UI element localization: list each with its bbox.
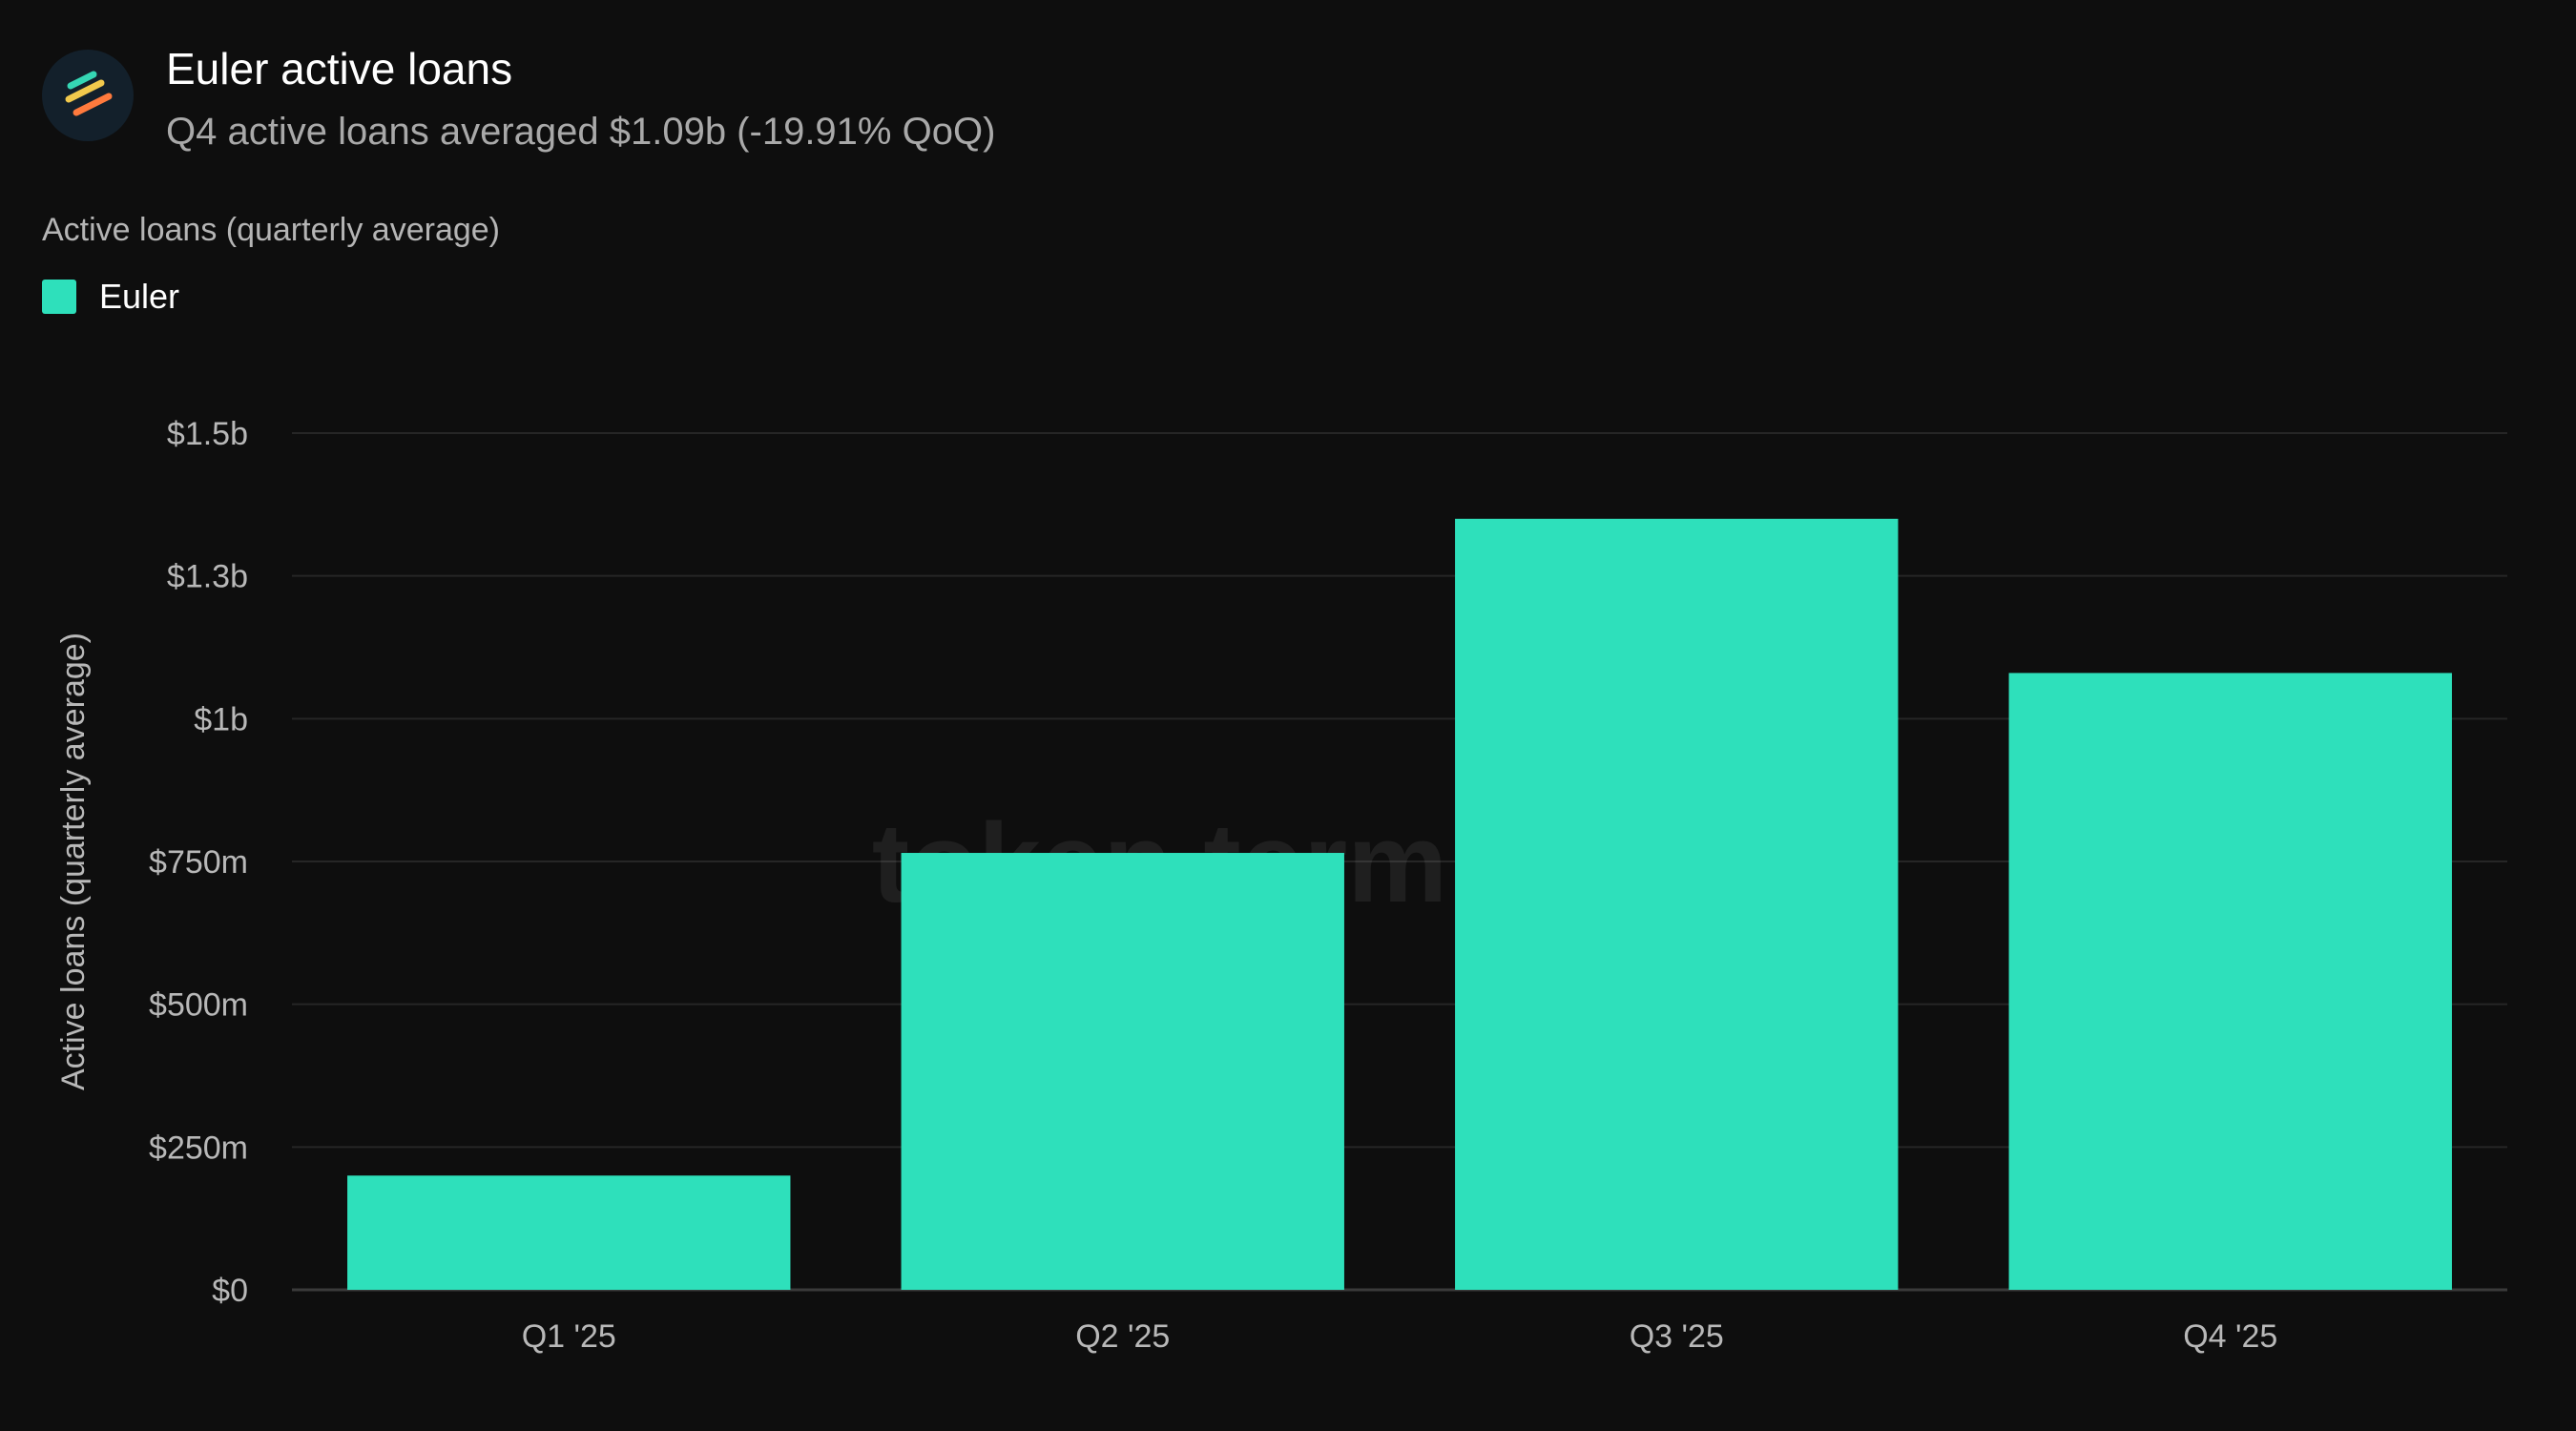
y-tick-label: $1.5b xyxy=(167,416,248,452)
y-tick-label: $500m xyxy=(149,987,248,1024)
y-tick-label: $1b xyxy=(194,701,248,737)
euler-logo-icon xyxy=(42,50,134,141)
bar-q4-25[interactable] xyxy=(2008,673,2452,1290)
y-tick-label: $250m xyxy=(149,1130,248,1166)
x-tick-label: Q4 '25 xyxy=(2183,1318,2277,1355)
legend-swatch-euler xyxy=(42,280,76,314)
chart-metric-label: Active loans (quarterly average) xyxy=(42,212,501,248)
y-tick-label: $0 xyxy=(212,1273,248,1309)
x-tick-label: Q2 '25 xyxy=(1075,1318,1170,1355)
y-axis-label: Active loans (quarterly average) xyxy=(55,633,92,1090)
bar-q3-25[interactable] xyxy=(1455,518,1899,1290)
bars xyxy=(347,518,2452,1290)
legend-label-euler: Euler xyxy=(99,277,180,316)
legend: Euler xyxy=(42,277,179,317)
chart-title: Euler active loans xyxy=(166,44,513,93)
x-tick-label: Q3 '25 xyxy=(1630,1318,1724,1355)
chart-subtitle: Q4 active loans averaged $1.09b (-19.91%… xyxy=(166,111,996,153)
x-tick-labels: Q1 '25 Q2 '25 Q3 '25 Q4 '25 xyxy=(522,1318,2278,1355)
y-tick-label: $750m xyxy=(149,844,248,881)
x-tick-label: Q1 '25 xyxy=(522,1318,616,1355)
bar-q1-25[interactable] xyxy=(347,1175,791,1290)
y-tick-labels: $0 $250m $500m $750m $1b $1.3b $1.5b xyxy=(149,416,248,1309)
bar-q2-25[interactable] xyxy=(901,853,1344,1290)
chart-header: Euler active loans Q4 active loans avera… xyxy=(42,42,995,156)
y-tick-label: $1.3b xyxy=(167,559,248,595)
